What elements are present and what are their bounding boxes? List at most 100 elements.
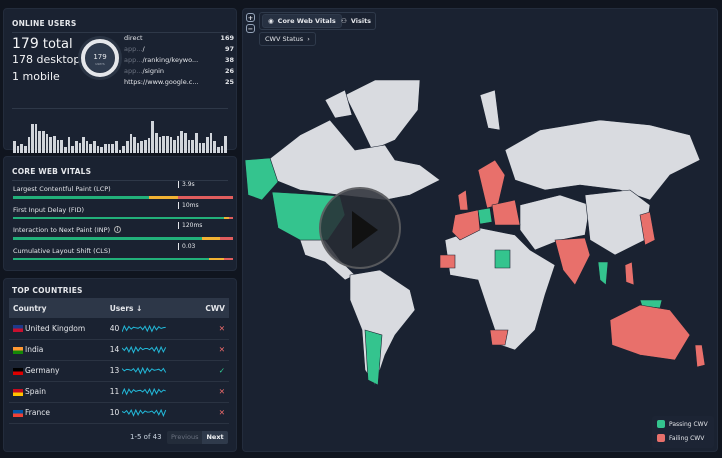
activity-bar bbox=[158, 137, 162, 153]
top-countries-title: TOP COUNTRIES bbox=[12, 286, 83, 295]
country-row[interactable]: Spain 11 ✕ bbox=[9, 381, 229, 403]
country-row[interactable]: United Kingdom 40 ✕ bbox=[9, 318, 229, 340]
west-africa bbox=[439, 254, 456, 269]
south-africa bbox=[489, 329, 509, 346]
flag-icon bbox=[13, 346, 23, 354]
activity-bar bbox=[154, 132, 158, 153]
activity-bar bbox=[209, 132, 213, 153]
activity-bar bbox=[213, 141, 216, 153]
cwv-metric-value: 10ms bbox=[178, 201, 199, 209]
users-sparkline bbox=[122, 409, 167, 417]
greenland bbox=[344, 79, 421, 151]
next-button[interactable]: Next bbox=[202, 431, 228, 444]
legend-failing: Failing CWV bbox=[657, 434, 704, 442]
country-row[interactable]: India 14 ✕ bbox=[9, 339, 229, 361]
egypt bbox=[494, 249, 511, 269]
activity-bar bbox=[114, 141, 118, 153]
users-sparkline bbox=[122, 346, 167, 354]
activity-bar bbox=[34, 123, 38, 153]
cwv-distribution-bar bbox=[13, 257, 233, 260]
activity-bar bbox=[205, 137, 209, 153]
thailand bbox=[597, 261, 609, 286]
flag-icon bbox=[13, 367, 23, 375]
activity-bar bbox=[151, 121, 154, 153]
cwv-metric-label: Cumulative Layout Shift (CLS) bbox=[13, 246, 111, 255]
tab-core-web-vitals[interactable]: ◉ Core Web Vitals bbox=[262, 14, 342, 28]
tab-visits[interactable]: ⚇ Visits bbox=[341, 17, 372, 25]
activity-bar bbox=[100, 147, 104, 153]
donut-label: users bbox=[95, 62, 105, 66]
zoom-in-button[interactable]: + bbox=[246, 13, 255, 22]
activity-bar bbox=[136, 142, 140, 153]
activity-bar bbox=[169, 137, 173, 153]
activity-bar bbox=[93, 141, 96, 153]
referrer-item[interactable]: app.../97 bbox=[124, 45, 234, 53]
russia bbox=[504, 119, 701, 201]
activity-bar bbox=[82, 137, 85, 153]
country-row[interactable]: France 10 ✕ bbox=[9, 402, 229, 424]
fail-icon: ✕ bbox=[195, 402, 229, 424]
cwv-title: CORE WEB VITALS bbox=[12, 167, 92, 176]
australia bbox=[609, 304, 691, 361]
activity-bar bbox=[144, 139, 147, 153]
activity-bar bbox=[133, 137, 136, 153]
world-map[interactable] bbox=[242, 8, 718, 452]
cwv-status-filter[interactable]: CWV Status › bbox=[259, 32, 316, 46]
activity-bar bbox=[67, 137, 71, 153]
users-sparkline bbox=[122, 388, 167, 396]
country-row[interactable]: Germany 13 ✓ bbox=[9, 360, 229, 382]
chevron-right-icon: › bbox=[307, 35, 310, 43]
activity-bar bbox=[187, 139, 191, 153]
activity-bar bbox=[220, 145, 224, 153]
activity-bar bbox=[53, 135, 56, 153]
canada-islands bbox=[324, 89, 501, 131]
activity-bar bbox=[74, 141, 78, 153]
zoom-out-button[interactable]: − bbox=[246, 24, 255, 33]
referrer-item[interactable]: direct 169 bbox=[124, 34, 234, 42]
cwv-metric-value: 3.9s bbox=[178, 181, 195, 188]
activity-bar bbox=[191, 139, 195, 153]
philippines bbox=[624, 261, 635, 286]
japan bbox=[639, 211, 656, 246]
activity-bar bbox=[78, 142, 82, 153]
col-country[interactable]: Country bbox=[9, 298, 106, 318]
pass-icon: ✓ bbox=[195, 360, 229, 382]
users-donut: 179 users bbox=[78, 36, 122, 80]
info-icon[interactable]: i bbox=[114, 226, 121, 233]
activity-bar bbox=[96, 145, 100, 153]
cwv-distribution-bar bbox=[13, 196, 233, 199]
activity-bar bbox=[216, 147, 220, 153]
play-button[interactable] bbox=[319, 187, 401, 269]
activity-bar bbox=[224, 135, 227, 153]
cwv-metric-value: 0.03 bbox=[178, 242, 195, 250]
referrer-item[interactable]: app.../signin 26 bbox=[124, 67, 234, 75]
countries-table: Country Users ↓ CWV United Kingdom 40 ✕ … bbox=[9, 298, 229, 424]
activity-bar bbox=[202, 142, 205, 153]
activity-bar bbox=[71, 145, 74, 153]
activity-bar bbox=[129, 134, 133, 153]
activity-bar bbox=[27, 137, 31, 153]
referrer-item[interactable]: app.../ranking/keywo... 38 bbox=[124, 56, 234, 64]
western-europe bbox=[451, 209, 481, 241]
users-sparkline bbox=[122, 367, 167, 375]
flag-icon bbox=[13, 325, 23, 333]
flag-icon bbox=[13, 388, 23, 396]
users-icon: ⚇ bbox=[341, 17, 347, 25]
referrer-item[interactable]: https://www.google.c... 25 bbox=[124, 78, 234, 86]
uk bbox=[457, 189, 469, 211]
activity-bar bbox=[195, 132, 198, 153]
previous-button[interactable]: Previous bbox=[167, 431, 203, 444]
legend-passing: Passing CWV bbox=[657, 420, 708, 428]
col-users[interactable]: Users ↓ bbox=[105, 298, 196, 318]
canada bbox=[267, 119, 441, 201]
activity-bar bbox=[147, 138, 151, 153]
activity-bar bbox=[16, 145, 20, 153]
cwv-metric-value: 120ms bbox=[178, 222, 202, 229]
col-cwv[interactable]: CWV bbox=[195, 298, 229, 318]
cwv-icon: ◉ bbox=[268, 17, 274, 25]
flag-icon bbox=[13, 409, 23, 417]
scandinavia bbox=[477, 159, 506, 209]
activity-bar bbox=[184, 132, 187, 153]
play-icon bbox=[352, 211, 378, 249]
activity-bar bbox=[176, 135, 180, 153]
